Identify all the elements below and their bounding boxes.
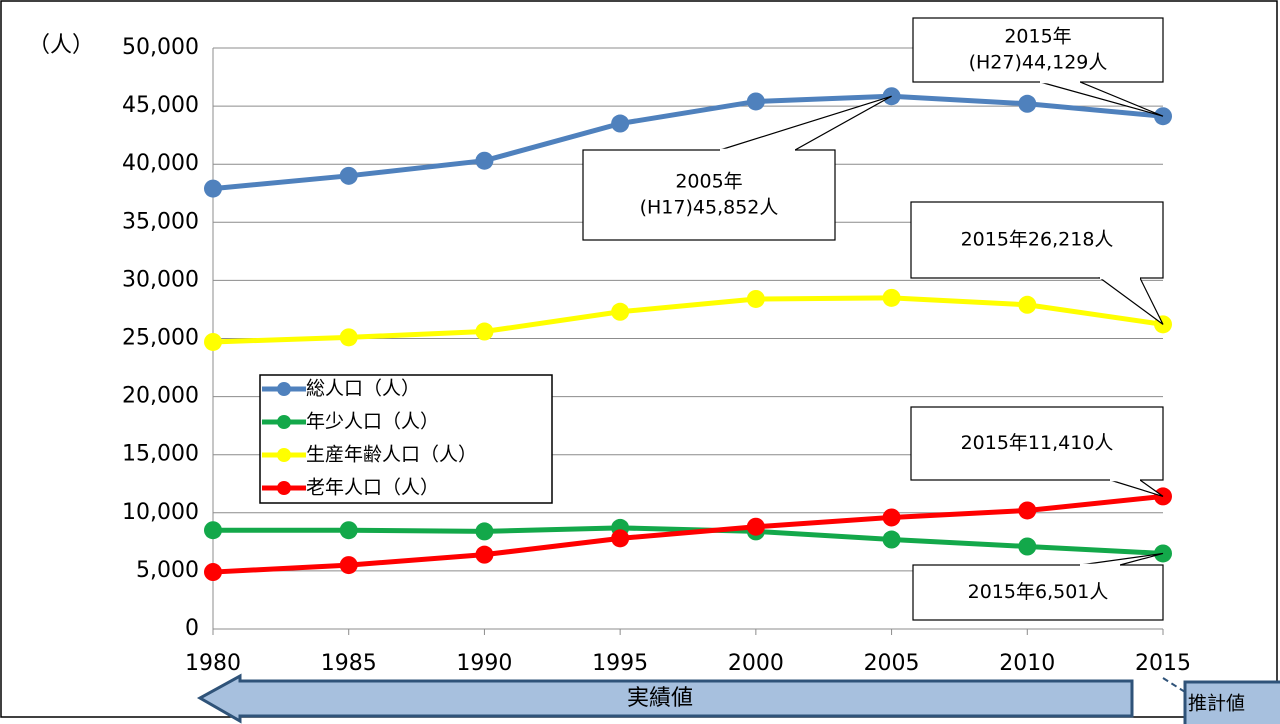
x-tick-label: 2000: [728, 651, 784, 676]
legend-marker: [277, 448, 291, 462]
annotation: 2015年11,410人: [961, 432, 1114, 454]
point: [475, 322, 494, 341]
point: [882, 288, 901, 307]
legend-marker: [277, 415, 291, 429]
point: [475, 151, 494, 170]
actual-arrow: [196, 673, 1134, 724]
point: [204, 563, 222, 582]
point: [882, 530, 901, 549]
point: [611, 114, 630, 133]
forecast-box: [1183, 680, 1280, 724]
point: [204, 332, 222, 351]
callout-box: [582, 149, 836, 241]
x-tick-label: 1990: [456, 651, 512, 676]
y-tick-label: 10,000: [122, 500, 199, 525]
y-tick-label: 5,000: [136, 558, 199, 583]
legend-label: 老年人口（人）: [306, 477, 439, 499]
y-tick-label: 35,000: [122, 209, 199, 234]
point: [746, 517, 765, 536]
series-line: [212, 93, 1164, 192]
point: [204, 179, 222, 198]
y-tick-label: 20,000: [122, 384, 199, 409]
point: [611, 529, 630, 548]
annotation: 2005年: [675, 171, 742, 193]
callout-box: [912, 17, 1164, 83]
callout-box: [910, 201, 1164, 279]
series-line: [213, 525, 1164, 556]
x-tick-label: 2010: [999, 651, 1055, 676]
y-tick-label: 30,000: [122, 267, 199, 292]
y-unit-label: （人）: [28, 33, 94, 58]
forecast-label: 推計値: [1188, 693, 1245, 715]
annotation: (H17)45,852人: [640, 197, 779, 219]
x-tick-label: 1995: [592, 651, 648, 676]
legend-marker: [277, 481, 291, 495]
x-tick-label: 2015: [1135, 651, 1191, 676]
y-tick-label: 40,000: [122, 151, 199, 176]
series-line: [212, 295, 1164, 345]
x-tick-label: 1985: [321, 651, 377, 676]
legend-marker: [277, 382, 291, 396]
y-tick-label: 50,000: [122, 35, 199, 60]
point: [1018, 537, 1037, 556]
y-tick-label: 25,000: [122, 326, 199, 351]
period-arrow: 実績値 推計値: [196, 673, 1280, 724]
point: [475, 522, 494, 541]
callout-box: [912, 564, 1164, 621]
point: [339, 328, 358, 347]
y-tick-label: 45,000: [122, 93, 199, 118]
x-tick-label: 1980: [185, 651, 241, 676]
annotation: 2015年26,218人: [961, 229, 1114, 251]
point: [1018, 501, 1037, 520]
series-line: [212, 493, 1164, 575]
legend-box: [259, 374, 553, 504]
point: [1018, 94, 1037, 113]
point: [611, 302, 630, 321]
point: [475, 545, 494, 564]
annotation: 2015年: [1004, 26, 1071, 48]
y-tick-label: 0: [185, 616, 199, 641]
point: [204, 521, 222, 540]
point: [339, 166, 358, 185]
callout-box: [910, 406, 1164, 481]
point: [882, 508, 901, 527]
actual-label: 実績値: [627, 686, 693, 711]
legend-label: 年少人口（人）: [306, 411, 439, 433]
y-tick-label: 15,000: [122, 442, 199, 467]
x-tick-label: 2005: [864, 651, 920, 676]
point: [339, 521, 358, 540]
connector: [1162, 677, 1186, 693]
annotation: 2015年6,501人: [968, 581, 1109, 603]
point: [339, 556, 358, 575]
point: [1018, 295, 1037, 314]
legend-label: 総人口（人）: [306, 378, 420, 400]
legend-label: 生産年齢人口（人）: [306, 444, 477, 466]
point: [746, 289, 765, 308]
point: [746, 92, 765, 111]
annotation: (H27)44,129人: [969, 52, 1108, 74]
